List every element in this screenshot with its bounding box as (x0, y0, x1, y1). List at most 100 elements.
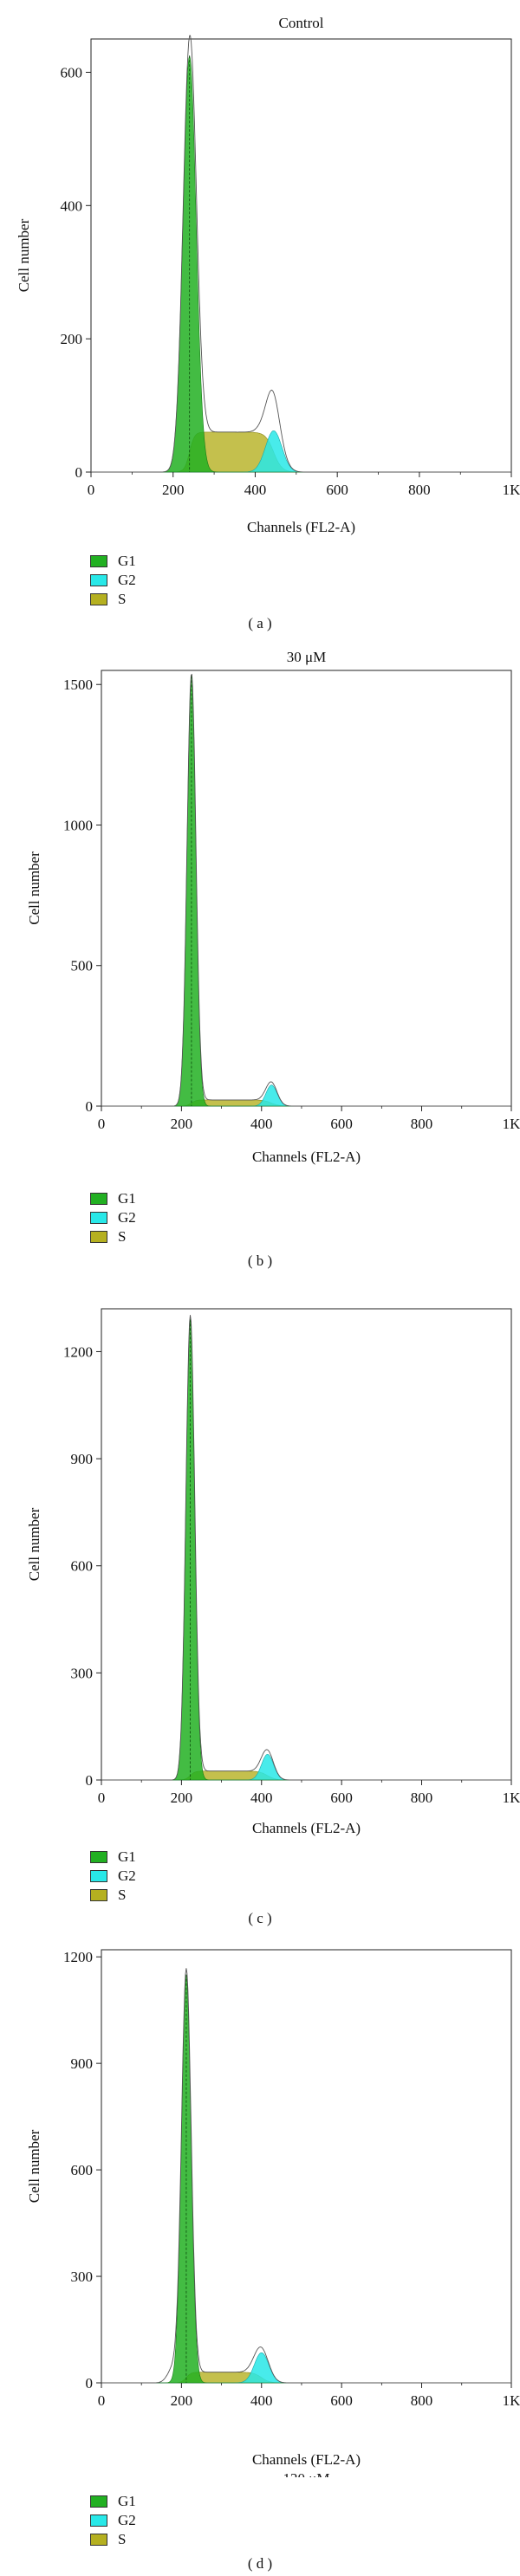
y-tick-label-c-4: 1200 (63, 1343, 93, 1360)
x-tick-label-a-5: 1K (503, 482, 520, 498)
plot-frame-b (101, 670, 512, 1107)
series-g1-area-d (101, 1974, 511, 2384)
x-tick-label-a-0: 0 (88, 482, 95, 498)
legend-label-g2: G2 (118, 2512, 136, 2528)
x-tick-label-c-1: 200 (171, 1790, 193, 1806)
series-s-area-c (101, 1770, 511, 1781)
legend-swatch-g1 (90, 1193, 107, 1205)
y-tick-label-d-4: 1200 (63, 1949, 93, 1965)
histogram-outline-b (101, 673, 511, 1107)
y-tick-label-b-2: 1000 (63, 817, 93, 833)
legend-item-g1: G1 (90, 552, 136, 571)
series-g1-area-a (91, 55, 511, 473)
legend-label-g1: G1 (118, 553, 136, 569)
legend-label-s: S (118, 1228, 127, 1245)
y-tick-label-d-1: 300 (71, 2269, 94, 2285)
x-axis-label-b: Channels (FL2-A) (252, 1149, 361, 1165)
plot-frame-d (101, 1949, 512, 2384)
x-tick-label-c-4: 800 (411, 1790, 433, 1806)
x-tick-label-c-3: 600 (330, 1790, 353, 1806)
y-tick-label-b-0: 0 (86, 1098, 94, 1115)
y-tick-label-d-0: 0 (86, 2375, 94, 2392)
y-axis-label-c: Cell number (26, 1507, 42, 1581)
legend-swatch-s (90, 1889, 107, 1901)
x-tick-label-b-2: 400 (250, 1116, 273, 1132)
x-tick-label-a-3: 600 (326, 482, 348, 498)
y-tick-label-c-1: 300 (71, 1665, 94, 1681)
histogram-outline-c (101, 1315, 511, 1781)
chart-d: 0 200 400 600 800 1K 0 300 600 900 1200 Channels (F… (26, 1949, 520, 2477)
legend-item-s: S (90, 1886, 136, 1905)
histogram-outline-a (91, 35, 511, 473)
y-tick-label-a-1: 200 (61, 331, 83, 347)
series-g2-area-b (101, 1084, 511, 1107)
legend-item-g1: G1 (90, 2492, 136, 2511)
x-tick-label-a-4: 800 (408, 482, 431, 498)
series-g2-area-c (101, 1754, 511, 1781)
legend-item-g1: G1 (90, 1189, 136, 1208)
y-axis-label-d: Cell number (26, 2129, 42, 2203)
histogram-outline-d (101, 1968, 511, 2384)
series-s-area-a (91, 431, 511, 473)
series-g2-area-a (91, 430, 511, 473)
chart-panel-c: 0 200 400 600 800 1K 0 300 600 900 1200 Channels (F… (0, 1282, 520, 1926)
chart-panel-a: 0 200 400 600 800 1K 0 200 400 600 Control Channels… (0, 0, 520, 641)
x-tick-label-a-1: 200 (162, 482, 185, 498)
y-tick-label-c-3: 900 (71, 1451, 94, 1467)
x-tick-label-c-2: 400 (250, 1790, 273, 1806)
y-tick-label-a-0: 0 (75, 464, 83, 481)
series-g1-area-c (101, 1319, 511, 1781)
x-tick-label-d-3: 600 (330, 2392, 353, 2409)
plot-frame-a (90, 38, 512, 473)
legend-label-s: S (118, 591, 127, 607)
x-tick-label-d-4: 800 (411, 2392, 433, 2409)
series-s-area-d (101, 2372, 511, 2384)
legend-label-s: S (118, 1887, 127, 1903)
legend-a: G1 G2 S (90, 552, 136, 609)
caption-c: ( c ) (248, 1910, 272, 1926)
x-axis-label-c: Channels (FL2-A) (252, 1820, 361, 1836)
legend-item-g2: G2 (90, 1208, 136, 1227)
legend-swatch-g1 (90, 1851, 107, 1863)
legend-label-s: S (118, 2531, 127, 2547)
legend-c: G1 G2 S (90, 1848, 136, 1905)
y-tick-label-b-1: 500 (71, 958, 94, 974)
x-tick-label-d-0: 0 (98, 2392, 106, 2409)
chart-b: 0 200 400 600 800 1K 0 500 1000 1500 30 μM Channels… (26, 649, 520, 1165)
chart-panel-b: 0 200 400 600 800 1K 0 500 1000 1500 30 μM Channels… (0, 641, 520, 1282)
legend-d: G1 G2 S (90, 2492, 136, 2549)
x-axis-label-d: Channels (FL2-A) (252, 2451, 361, 2468)
legend-swatch-g2 (90, 1870, 107, 1882)
legend-item-s: S (90, 590, 136, 609)
plot-frame-c (101, 1308, 512, 1781)
chart-title-b: 30 μM (287, 649, 326, 665)
caption-d: ( d ) (247, 2555, 273, 2572)
y-axis-label-b: Cell number (26, 851, 42, 925)
legend-label-g2: G2 (118, 1209, 136, 1226)
legend-label-g2: G2 (118, 1867, 136, 1884)
x-tick-label-b-5: 1K (503, 1116, 520, 1132)
x-tick-label-d-5: 1K (503, 2392, 520, 2409)
series-g2-area-d (101, 2352, 511, 2384)
legend-label-g2: G2 (118, 572, 136, 588)
y-tick-label-a-2: 400 (61, 197, 83, 214)
legend-swatch-g2 (90, 574, 107, 586)
chart-a: 0 200 400 600 800 1K 0 200 400 600 Control Channels… (16, 15, 520, 535)
x-tick-label-b-3: 600 (330, 1116, 353, 1132)
legend-swatch-g2 (90, 2515, 107, 2527)
legend-label-g1: G1 (118, 1190, 136, 1207)
caption-a: ( a ) (248, 615, 272, 631)
legend-b: G1 G2 S (90, 1189, 136, 1246)
caption-b: ( b ) (247, 1252, 273, 1269)
series-g1-area-b (101, 677, 511, 1107)
x-tick-label-d-2: 400 (250, 2392, 273, 2409)
legend-item-s: S (90, 1227, 136, 1246)
legend-label-g1: G1 (118, 2493, 136, 2509)
y-tick-label-b-3: 1500 (63, 676, 93, 693)
legend-swatch-g1 (90, 2495, 107, 2508)
legend-swatch-g1 (90, 555, 107, 567)
x-tick-label-c-5: 1K (503, 1790, 520, 1806)
y-tick-label-c-2: 600 (71, 1558, 94, 1575)
chart-title-a: Control (279, 15, 324, 31)
y-tick-label-d-3: 900 (71, 2055, 94, 2072)
